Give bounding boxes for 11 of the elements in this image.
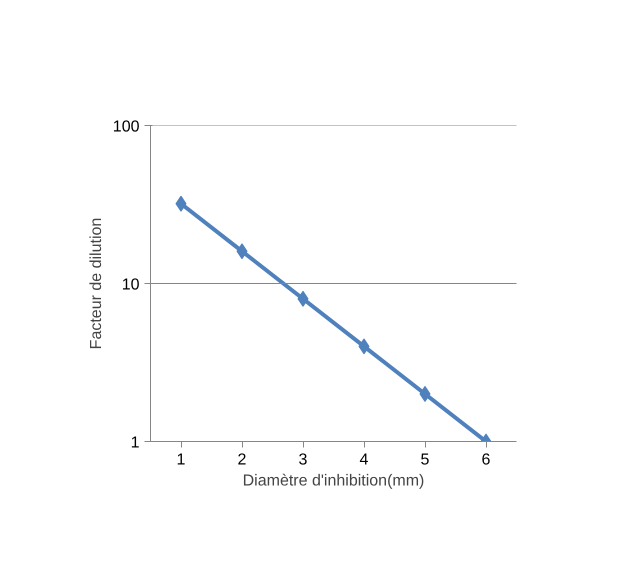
y-tick-label: 1 (130, 434, 140, 452)
x-axis-title: Diamètre d'inhibition(mm) (242, 472, 424, 490)
x-tick-label: 3 (298, 452, 308, 468)
x-tick-label: 5 (420, 452, 430, 468)
y-tick-label: 10 (122, 276, 140, 294)
x-tick-label: 6 (482, 452, 491, 468)
y-tick-label: 100 (112, 118, 140, 136)
x-tick-label: 2 (238, 452, 247, 468)
y-axis-title: Facteur de dilution (88, 218, 105, 350)
x-tick-label: 4 (360, 452, 369, 468)
x-tick-label: 1 (176, 452, 186, 468)
